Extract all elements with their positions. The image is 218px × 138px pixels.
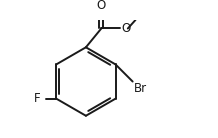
Text: Br: Br — [134, 82, 148, 95]
Text: O: O — [121, 22, 130, 35]
Text: O: O — [97, 0, 106, 12]
Text: F: F — [34, 92, 41, 105]
